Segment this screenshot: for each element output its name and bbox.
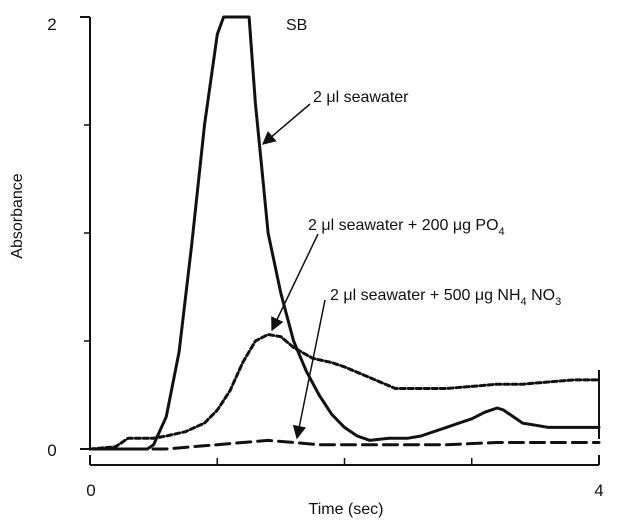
annotation-nh4no3: 2 μl seawater + 500 μg NH4 NO3 — [330, 287, 561, 308]
annotation-seawater: 2 μl seawater — [313, 89, 409, 106]
annotation-po4: 2 μl seawater + 200 μg PO4 — [308, 217, 505, 238]
series-line-po4 — [88, 333, 601, 451]
arrow-nh4no3 — [292, 299, 326, 440]
arrow-seawater — [261, 103, 311, 145]
axes — [80, 16, 600, 466]
x-axis-title: Time (sec) — [309, 501, 384, 518]
x-tick-label-0: 0 — [86, 481, 95, 500]
series-line-seawater — [88, 15, 601, 451]
series-group — [88, 15, 601, 451]
arrow-po4 — [271, 233, 319, 332]
y-axis-title: Absorbance — [9, 173, 26, 258]
y-tick-label-0: 0 — [47, 441, 56, 460]
x-tick-label-4: 4 — [594, 481, 603, 500]
annotation-sb: SB — [286, 17, 307, 34]
y-tick-label-2: 2 — [47, 15, 56, 34]
series-line-nh4no3 — [88, 438, 601, 451]
